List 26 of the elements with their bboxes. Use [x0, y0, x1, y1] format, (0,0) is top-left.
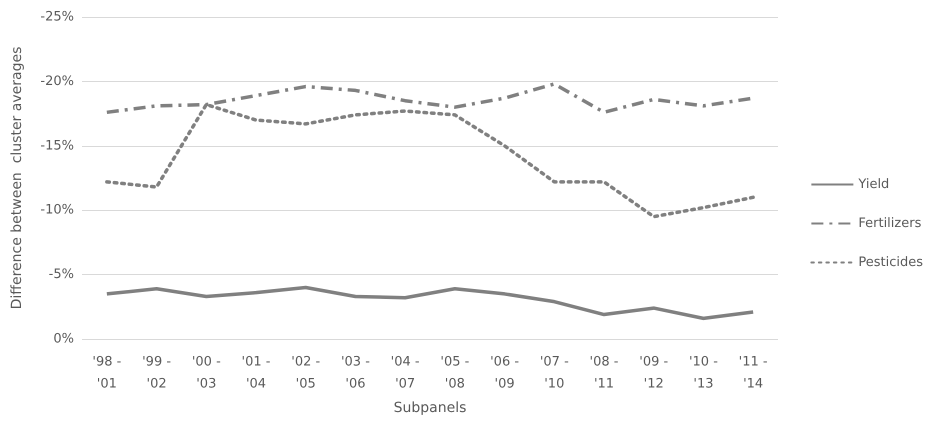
x-tick-label: '09 - '12	[639, 354, 668, 392]
y-tick-label: -25%	[40, 10, 74, 24]
y-tick-label: -20%	[40, 74, 74, 89]
x-tick-label: '07 - '10	[540, 354, 570, 392]
x-tick-label: '05 - '08	[440, 354, 470, 392]
y-tick-label: 0%	[53, 332, 74, 346]
x-tick-label: '98 - '01	[92, 354, 122, 392]
x-tick-label: '04 - '07	[390, 354, 420, 392]
x-tick-label: '10 - '13	[688, 354, 718, 392]
legend-label: Yield	[857, 177, 890, 192]
x-tick-label: '99 - '02	[142, 354, 172, 392]
x-tick-label: '11 - '14	[738, 354, 768, 392]
x-tick-label: '01 - '04	[242, 354, 271, 392]
x-axis-title: Subpanels	[394, 400, 466, 416]
x-tick-label: '02 - '05	[291, 354, 320, 392]
x-tick-label: '00 - '03	[192, 354, 222, 392]
y-tick-label: -15%	[40, 138, 74, 154]
x-tick-label: '08 - '11	[590, 354, 619, 392]
y-tick-label: -10%	[40, 202, 74, 218]
y-tick-label: -5%	[48, 267, 74, 282]
legend-label: Fertilizers	[858, 216, 922, 231]
x-tick-label: '06 - '09	[490, 354, 520, 392]
y-axis-title: Difference between cluster averages	[9, 46, 25, 310]
legend-label: Pesticides	[858, 255, 924, 270]
x-tick-label: '03 - '06	[340, 354, 370, 392]
line-series	[105, 286, 755, 320]
